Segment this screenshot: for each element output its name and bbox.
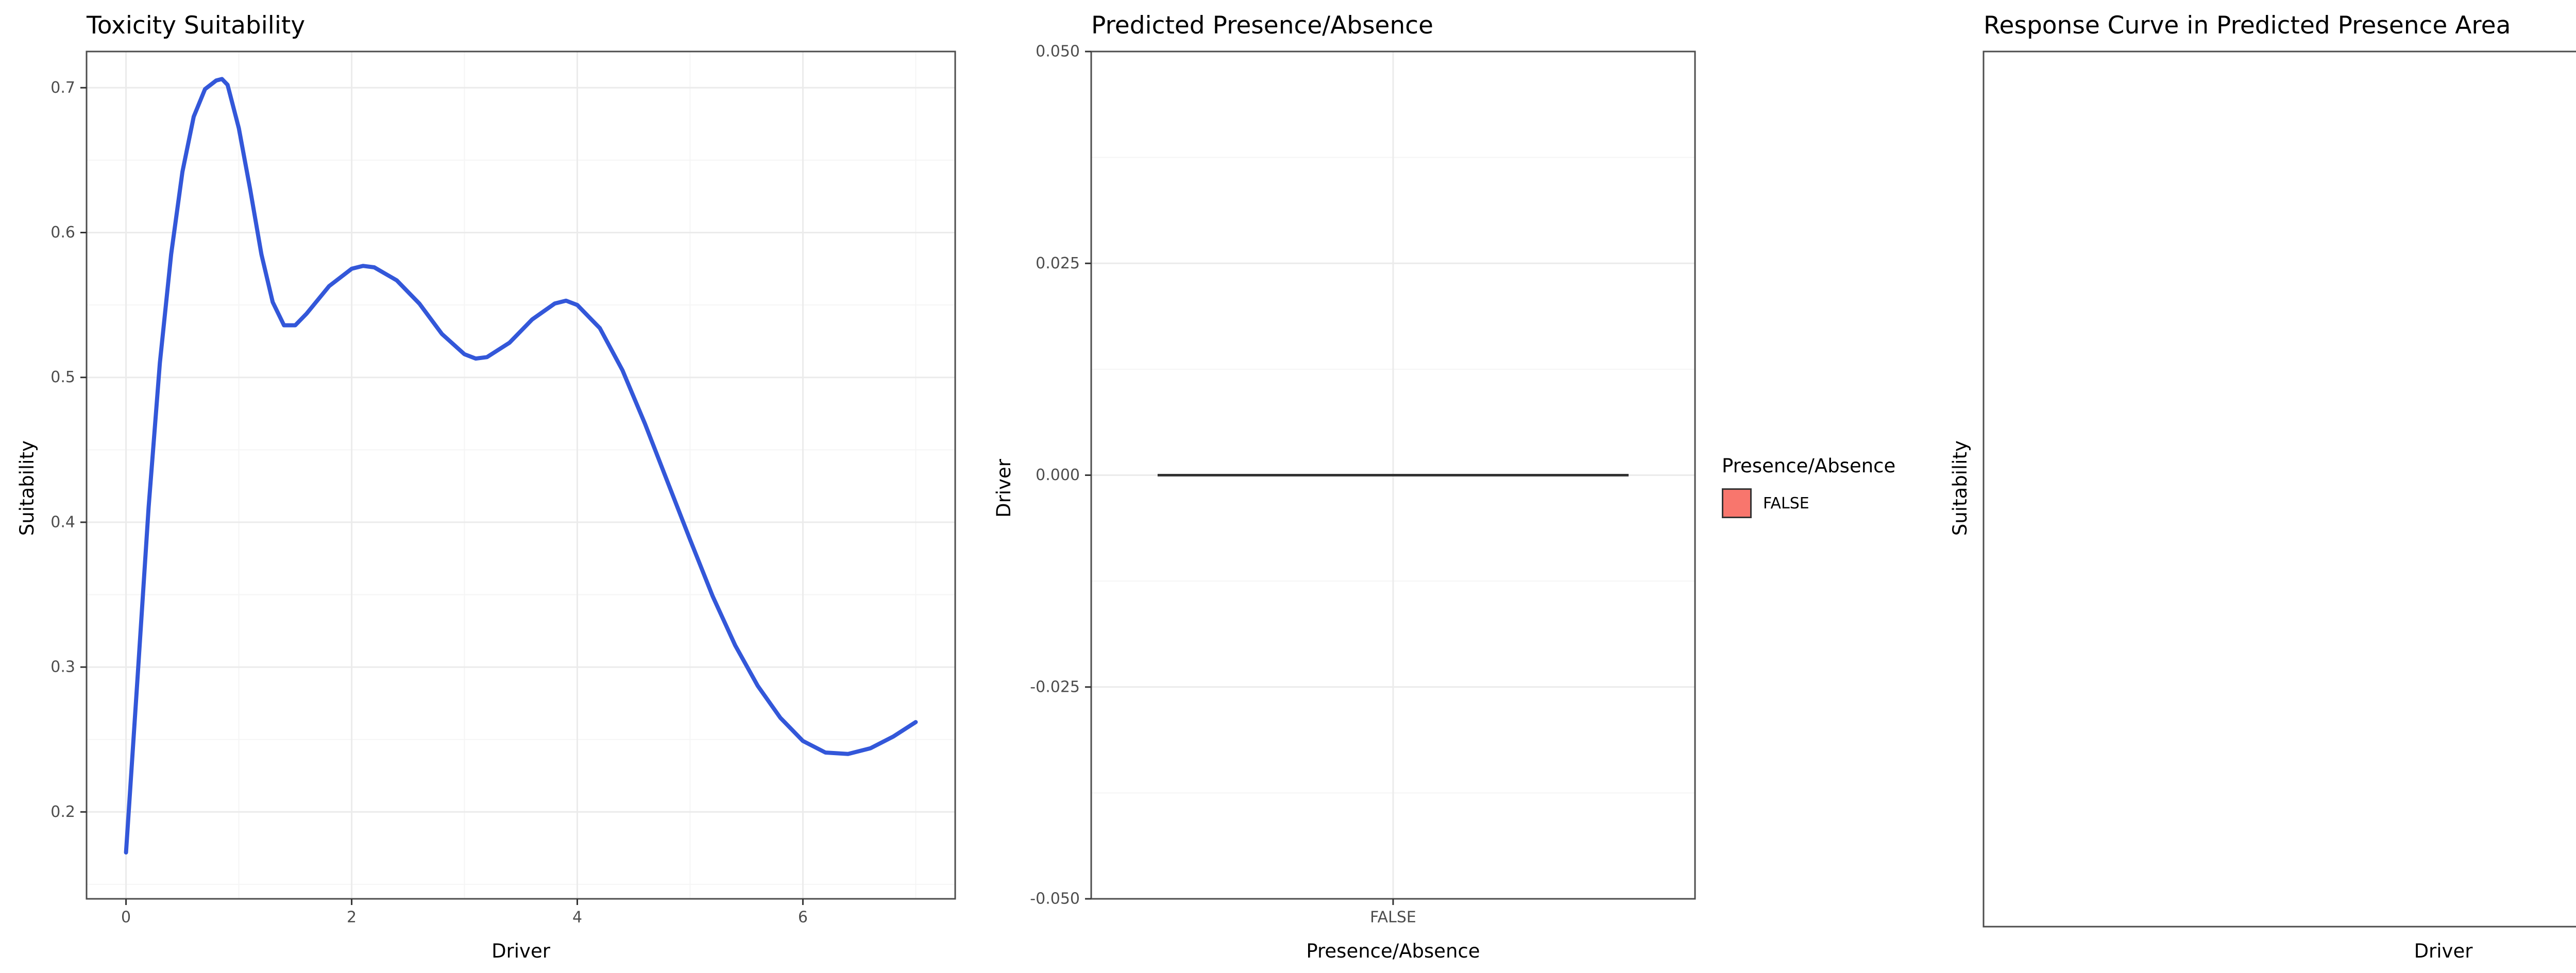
figure-response-curve: Response Curve in Predicted Presence Are… [1943, 7, 2576, 966]
y-axis-title-text: Driver [992, 458, 1015, 518]
chart-title-toxicity-suitability: Toxicity Suitability [87, 11, 306, 40]
legend-item-false: FALSE [1722, 488, 1809, 518]
svg-text:FALSE: FALSE [1370, 909, 1416, 927]
figure-predicted-presence-absence-group: Predicted Presence/Absence Driver -0.050… [987, 7, 1925, 966]
legend-title: Presence/Absence [1722, 455, 1896, 477]
svg-text:0.000: 0.000 [1036, 466, 1080, 484]
svg-text:6: 6 [798, 909, 808, 927]
x-axis-title-driver: Driver [2414, 940, 2473, 962]
svg-text:0.3: 0.3 [50, 658, 75, 676]
y-axis-title-text: Suitability [1948, 440, 1971, 536]
chart-title-predicted-presence-absence: Predicted Presence/Absence [1091, 11, 1434, 40]
presence-absence-boxplot: -0.050 -0.025 0.000 0.025 0.050 FALSE [1030, 43, 1696, 927]
y-axis-title-text: Suitability [15, 440, 38, 536]
legend-swatch-false [1722, 488, 1752, 518]
figure-toxicity-suitability: Toxicity Suitability Suitability 0.2 0.3 0… [10, 7, 969, 966]
y-axis-title-driver: Driver [987, 43, 1020, 933]
svg-text:0.2: 0.2 [50, 803, 75, 821]
svg-text:4: 4 [572, 909, 582, 927]
svg-text:0.050: 0.050 [1036, 43, 1080, 61]
chart-title-response-curve: Response Curve in Predicted Presence Are… [1984, 11, 2511, 40]
svg-text:0.4: 0.4 [50, 513, 75, 531]
svg-text:0.5: 0.5 [50, 368, 75, 386]
svg-text:0: 0 [121, 909, 131, 927]
x-axis-title-driver: Driver [492, 940, 550, 962]
figure-predicted-presence-absence: Predicted Presence/Absence Driver -0.050… [987, 7, 1708, 966]
svg-text:2: 2 [347, 909, 357, 927]
legend-presence-absence: Presence/Absence FALSE [1708, 7, 1925, 966]
svg-text:-0.025: -0.025 [1030, 678, 1080, 696]
toxicity-suitability-line-chart: 0.2 0.3 0.4 0.5 0.6 0.7 0 2 4 6 [50, 50, 956, 927]
svg-text:0.7: 0.7 [50, 79, 75, 97]
svg-text:0.6: 0.6 [50, 224, 75, 242]
x-axis-title-presence-absence: Presence/Absence [1306, 940, 1480, 962]
legend-item-label: FALSE [1763, 494, 1809, 513]
svg-text:0.025: 0.025 [1036, 254, 1080, 272]
svg-text:-0.050: -0.050 [1030, 890, 1080, 908]
response-curve-empty-plot [1982, 50, 2576, 928]
y-axis-title-suitability: Suitability [10, 43, 43, 933]
y-axis-title-suitability: Suitability [1943, 43, 1976, 933]
